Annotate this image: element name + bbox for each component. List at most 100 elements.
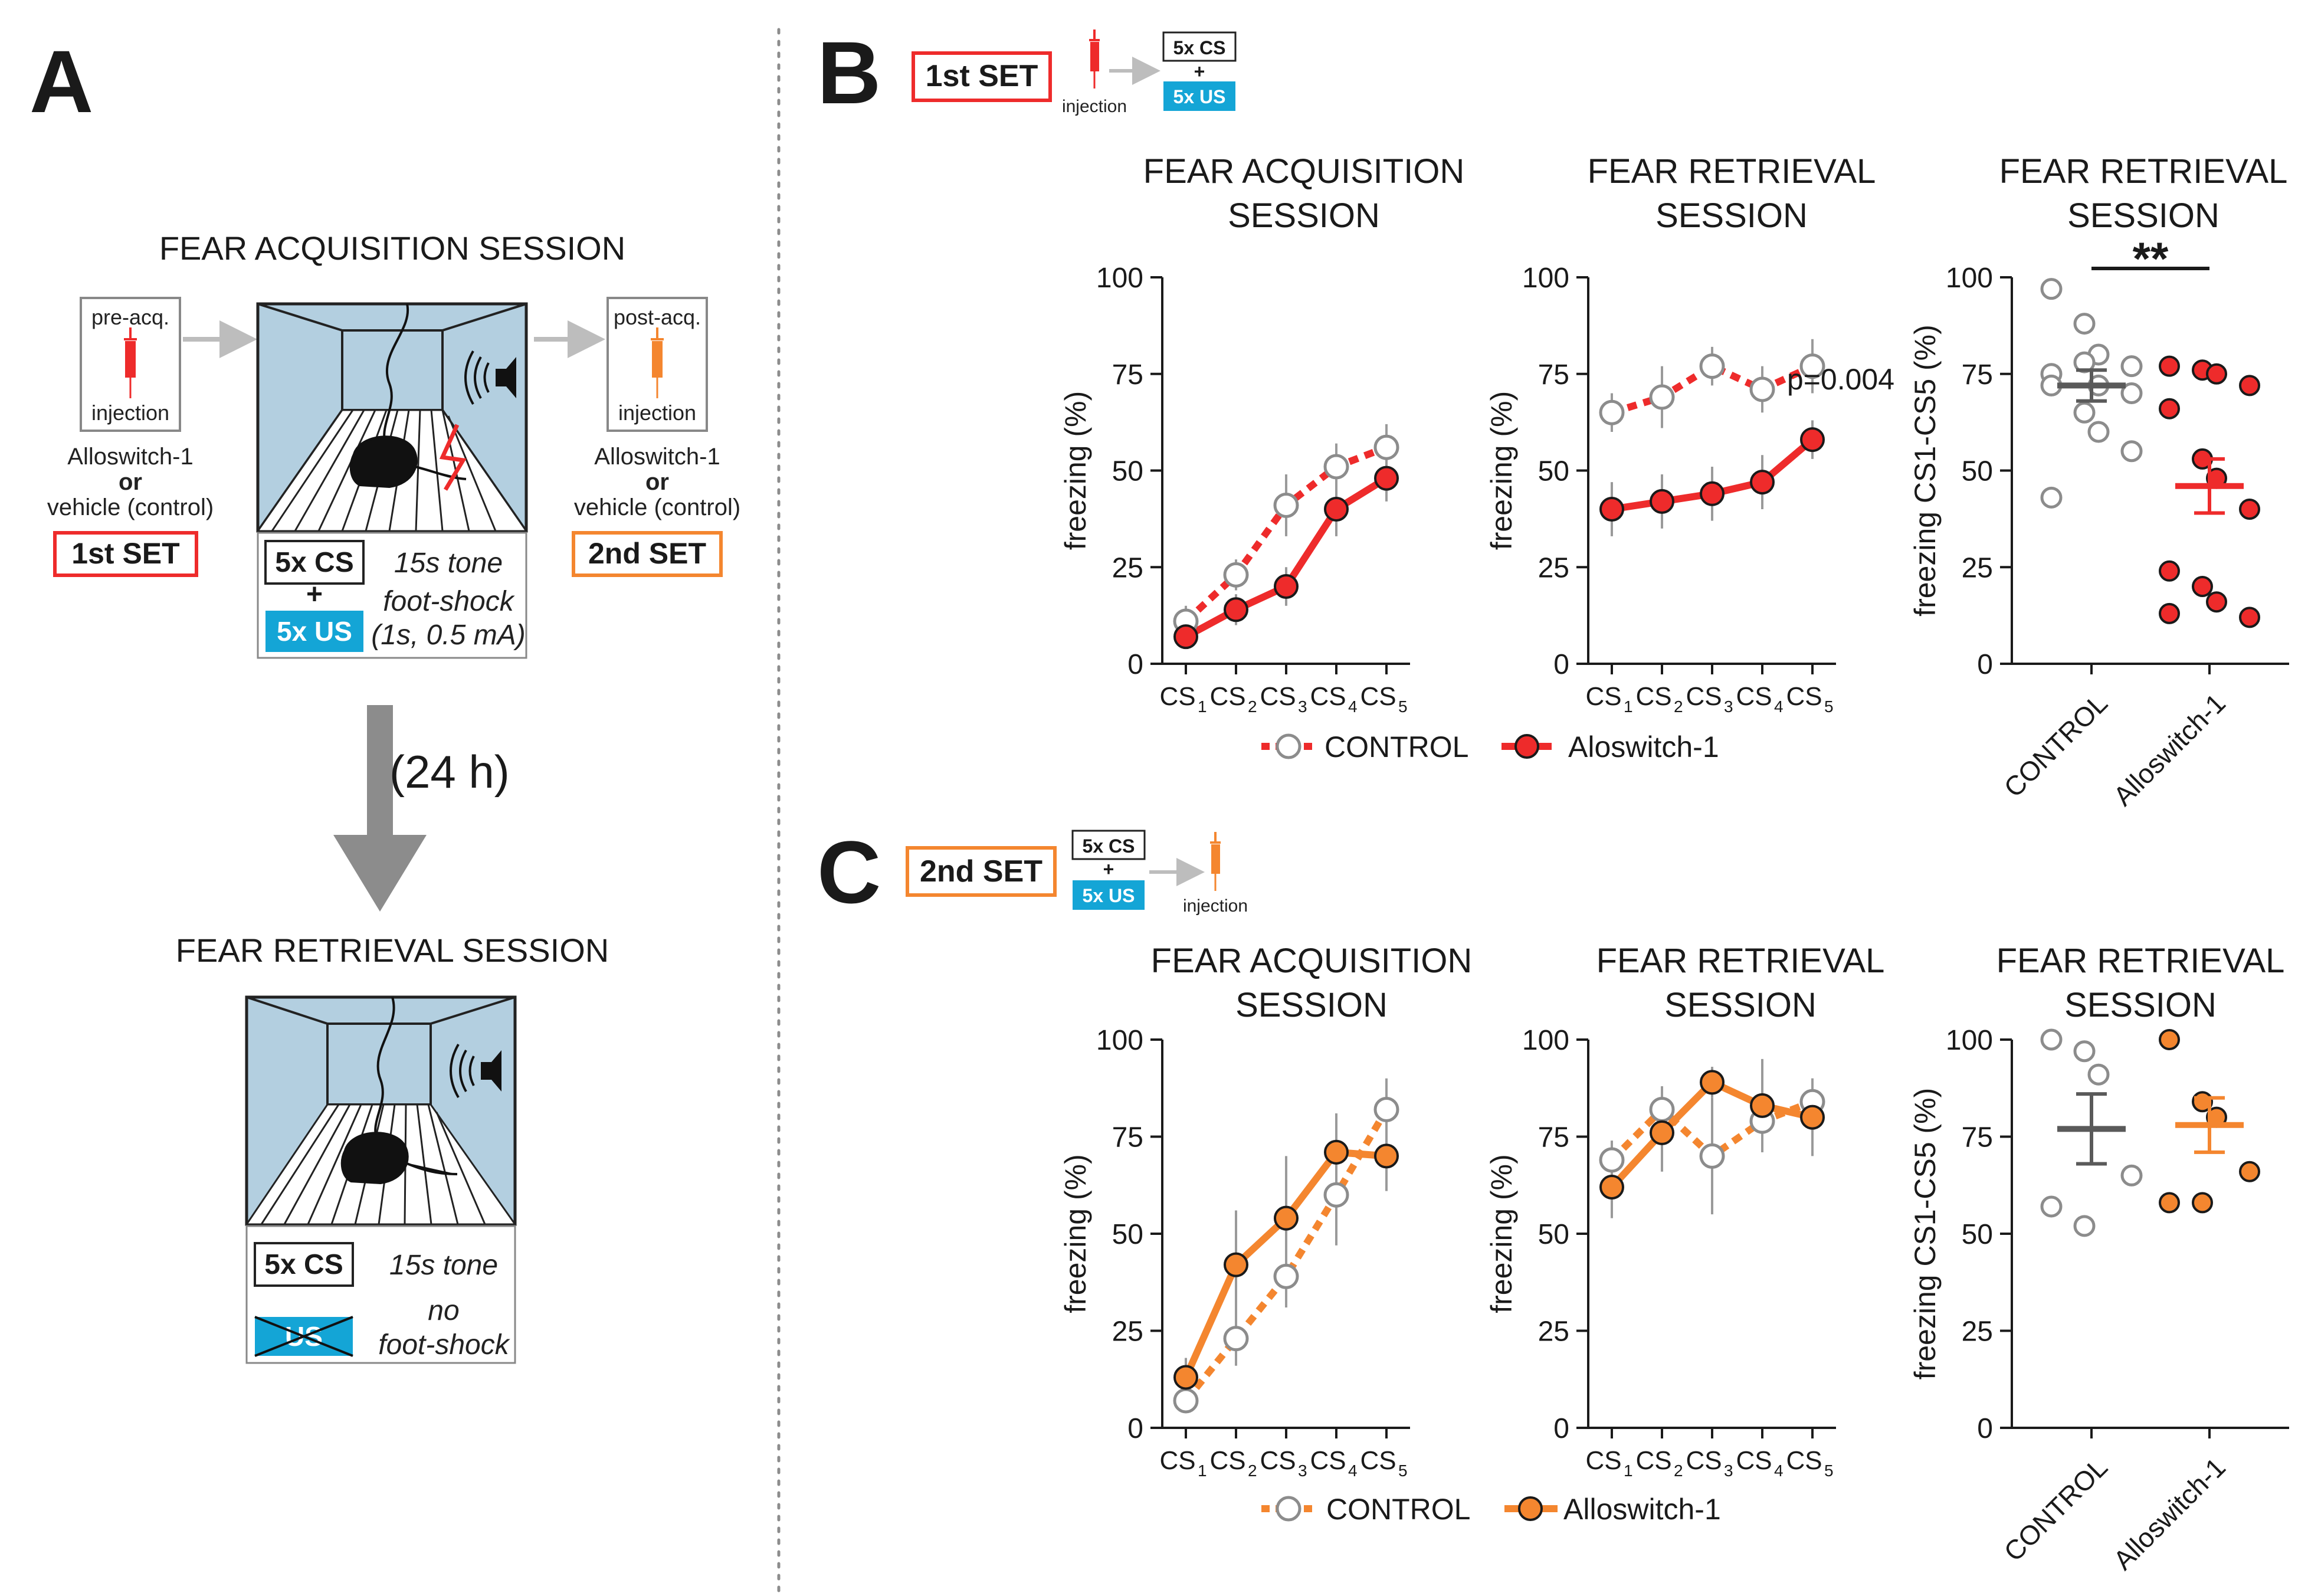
no-shock-1: no <box>428 1295 459 1326</box>
panel-a-letter: A <box>29 32 93 131</box>
syringe-icon <box>651 327 664 398</box>
no-shock-2: foot-shock <box>378 1329 510 1361</box>
data-point-drug <box>1800 1105 1825 1130</box>
y-tick-label: 25 <box>1112 552 1143 584</box>
data-point-drug <box>1374 1143 1399 1169</box>
chart-c-acquisition: FEAR ACQUISITIONSESSION0255075100freezin… <box>1059 942 1472 1480</box>
legend-b: CONTROL Aloswitch-1 <box>1261 730 1719 763</box>
x-tick-label: CS <box>1585 682 1621 711</box>
data-point-drug <box>1274 574 1299 599</box>
y-tick-label: 75 <box>1538 359 1569 391</box>
chart-title: FEAR RETRIEVAL <box>1996 942 2285 980</box>
data-point-control <box>2073 1040 2096 1063</box>
y-tick-label: 25 <box>1962 1316 1993 1348</box>
x-tick-sub: 1 <box>1624 1461 1633 1480</box>
x-tick-label: Alloswitch-1 <box>2107 687 2231 811</box>
chart-b-retrieval: FEAR RETRIEVALSESSION0255075100freezing … <box>1485 152 1894 716</box>
data-point-drug <box>1800 427 1825 453</box>
data-point-control <box>2040 278 2063 300</box>
data-point-control <box>1599 399 1625 425</box>
mouse-icon <box>349 435 467 489</box>
p-value-annotation: p=0.004 <box>1787 363 1894 396</box>
data-point-drug <box>2159 355 2180 377</box>
y-axis-label: freezing (%) <box>1485 391 1518 550</box>
cs-label: 5x CS <box>264 1249 343 1280</box>
data-point-control <box>2120 355 2143 378</box>
y-tick-label: 100 <box>1946 1025 1993 1056</box>
x-tick-label: CS <box>1260 1446 1296 1475</box>
data-point-drug <box>1324 1139 1349 1165</box>
x-tick-label: CS <box>1209 682 1245 711</box>
legend-drug-marker <box>1514 734 1539 759</box>
data-point-drug <box>1173 624 1198 650</box>
delay-label: (24 h) <box>389 746 510 798</box>
tone-label: 15s tone <box>394 548 503 579</box>
us-box <box>1163 81 1235 111</box>
data-point-drug <box>2159 398 2180 420</box>
data-point-drug <box>1650 489 1674 514</box>
plus-label: + <box>1103 858 1114 880</box>
data-point-drug <box>2192 1192 2213 1214</box>
data-point-drug <box>2159 1192 2180 1214</box>
injection-label: injection <box>1062 97 1127 116</box>
y-tick-label: 75 <box>1112 359 1143 391</box>
syringe-icon <box>1089 30 1100 89</box>
injection-label: injection <box>1183 896 1248 916</box>
set1-label: 1st SET <box>71 537 179 570</box>
data-point-control <box>1649 384 1675 410</box>
data-point-control <box>1223 1326 1249 1352</box>
chart-title: FEAR RETRIEVAL <box>1999 152 2288 191</box>
data-point-control <box>2087 421 2110 443</box>
cross-icon <box>254 1316 353 1357</box>
chart-c-retrieval: FEAR RETRIEVALSESSION0255075100freezing … <box>1485 942 1884 1480</box>
shock-bolt-icon <box>439 424 467 491</box>
set2-label: 2nd SET <box>920 854 1042 889</box>
set1-box <box>912 51 1052 102</box>
data-point-control <box>2040 1028 2063 1051</box>
y-tick-label: 25 <box>1538 552 1569 584</box>
series-control-line <box>1611 362 1814 416</box>
data-point-control <box>1273 1263 1299 1289</box>
x-tick-sub: 5 <box>1398 1461 1408 1480</box>
cs-label: 5x CS <box>1173 37 1226 58</box>
data-point-control <box>1373 434 1399 460</box>
data-point-control <box>1173 1388 1199 1414</box>
data-point-control <box>1273 492 1299 518</box>
y-axis-label: freezing CS1-CS5 (%) <box>1909 325 1942 617</box>
data-point-drug <box>1750 470 1775 495</box>
y-tick-label: 100 <box>1946 263 1993 294</box>
data-point-control <box>1323 1182 1349 1208</box>
x-tick-label: CS <box>1786 682 1822 711</box>
shock-label-1: foot-shock <box>383 586 515 617</box>
x-tick-sub: 3 <box>1724 1461 1733 1480</box>
data-point-drug <box>1173 1365 1198 1390</box>
syringe-icon <box>1210 832 1221 891</box>
y-tick-label: 25 <box>1112 1316 1143 1348</box>
legend-c: CONTROL Alloswitch-1 <box>1261 1493 1721 1526</box>
data-point-control <box>2073 313 2096 335</box>
data-point-drug <box>2239 375 2260 396</box>
legend-control-marker <box>1276 1496 1301 1522</box>
y-tick-label: 25 <box>1962 552 1993 584</box>
us-label: 5x US <box>1083 885 1135 906</box>
acquisition-cage <box>256 302 528 533</box>
data-point-control <box>1749 376 1775 402</box>
data-point-control <box>2120 440 2143 463</box>
y-tick-label: 100 <box>1522 263 1569 294</box>
speaker-icon <box>450 1044 501 1098</box>
data-point-control <box>2120 1164 2143 1187</box>
data-point-control <box>1649 1096 1675 1122</box>
data-point-drug <box>1700 481 1725 506</box>
chart-title: SESSION <box>2067 196 2220 235</box>
syringe-icon <box>124 327 137 398</box>
x-tick-sub: 2 <box>1674 697 1683 716</box>
x-tick-label: CS <box>1209 1446 1245 1475</box>
us-box <box>1073 880 1145 910</box>
cs-box <box>1071 830 1146 860</box>
drug-right: Alloswitch-1 <box>594 444 720 470</box>
us-box <box>265 611 363 652</box>
speaker-icon <box>464 350 516 405</box>
x-tick-label: CS <box>1736 682 1772 711</box>
data-point-control <box>2120 382 2143 404</box>
